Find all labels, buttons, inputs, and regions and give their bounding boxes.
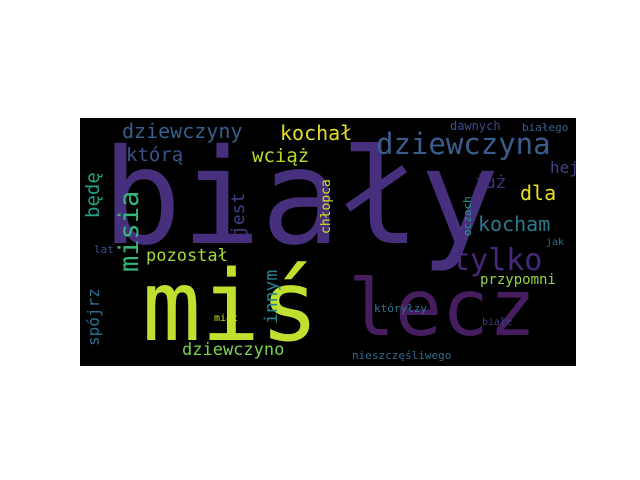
word-oczach: oczach — [461, 196, 474, 236]
word-kocham: kocham — [478, 212, 551, 236]
word-przypomni: przypomni — [480, 272, 556, 288]
word-lecz: lecz — [348, 264, 536, 354]
word-cloud-panel: biały miś lecz dziewczyna tylko dziewczy… — [80, 118, 576, 366]
word-mis: miś — [142, 250, 320, 364]
word-kochal: kochał — [280, 121, 353, 145]
word-nieszczesliwego: nieszczęśliwego — [352, 349, 452, 362]
word-juz: już — [474, 172, 507, 193]
word-pozostal: pozostał — [146, 246, 228, 266]
word-dziewczyna: dziewczyna — [376, 127, 551, 161]
word-ktora: którą — [126, 144, 184, 166]
word-wciaz: wciąż — [252, 145, 310, 167]
word-jest: jest — [228, 192, 249, 236]
word-chlopca: chłopca — [319, 179, 334, 234]
word-misia[interactable]: misia — [114, 190, 145, 272]
word-tylko: tylko — [452, 243, 543, 278]
word-spojrz: spójrz — [84, 288, 103, 346]
word-dla: dla — [520, 181, 557, 205]
word-dawnych: dawnych — [450, 119, 501, 133]
word-innym: innym — [261, 269, 282, 324]
word-bialy: biały — [102, 121, 500, 275]
word-dziewczyno: dziewczyno — [182, 340, 285, 360]
word-lat: lat — [94, 243, 114, 256]
word-bialego: białego — [522, 121, 569, 134]
word-bede: będę — [82, 172, 104, 218]
word-dziewczyny: dziewczyny — [122, 119, 243, 143]
word-ktorylzy: któryłzy — [374, 302, 427, 315]
word-hej: hej — [550, 158, 576, 177]
word-biale: białe — [482, 317, 513, 328]
word-jak: jak — [546, 237, 565, 248]
word-mial: miał — [214, 313, 239, 324]
